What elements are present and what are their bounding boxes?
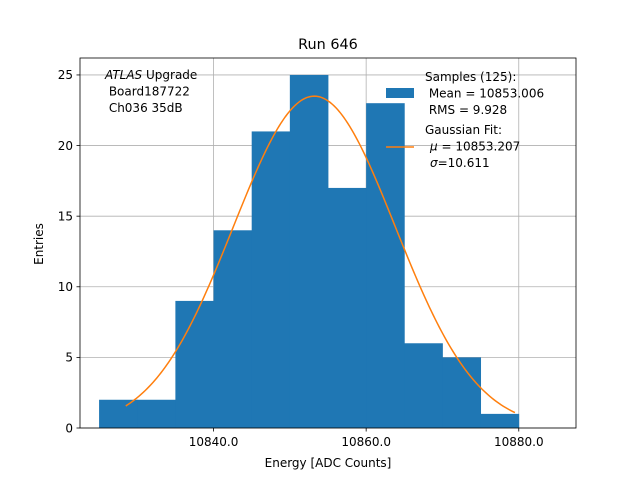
annotation-line: Ch036 35dB (105, 101, 183, 115)
annotation-line: ATLAS Upgrade (104, 68, 197, 82)
annotation-line: Board187722 (105, 85, 190, 99)
legend-fit-text: Gaussian Fit: (425, 123, 502, 137)
fit-curve (125, 95, 516, 414)
histogram-bar (442, 357, 482, 428)
legend-fit-text: μ = 10853.207 (429, 140, 520, 154)
histogram-bar (328, 187, 367, 428)
y-tick-label: 25 (58, 68, 73, 82)
atlas-annotation: ATLAS Upgrade Board187722 Ch036 35dB (104, 68, 197, 115)
x-axis-ticks: 10840.0 10860.0 10880.0 (189, 428, 544, 449)
x-tick-label: 10840.0 (189, 435, 239, 449)
annotation-italic: ATLAS (104, 68, 143, 82)
x-axis-label: Energy [ADC Counts] (265, 456, 392, 470)
y-tick-label: 15 (58, 209, 73, 223)
x-tick-label: 10860.0 (341, 435, 391, 449)
histogram-bar (213, 230, 253, 428)
histogram-bar (99, 399, 138, 428)
x-tick-label: 10880.0 (494, 435, 544, 449)
histogram-bar (404, 343, 443, 428)
y-tick-label: 0 (65, 421, 73, 435)
histogram-bars (99, 74, 520, 428)
plot-frame (79, 57, 577, 429)
y-tick-label: 20 (58, 139, 73, 153)
histogram-bar (251, 131, 291, 428)
y-tick-label: 10 (58, 280, 73, 294)
legend-hist-swatch (386, 88, 414, 98)
histogram-bar (480, 413, 520, 428)
y-tick-label: 5 (65, 351, 73, 365)
legend: Samples (125): Mean = 10853.006 RMS = 9.… (386, 70, 544, 170)
histogram-bar (366, 103, 405, 428)
annotation-text: Ch036 35dB (105, 101, 183, 115)
histogram-bar (289, 74, 329, 428)
gaussian-fit (125, 95, 516, 414)
y-axis-label: Entries (32, 223, 46, 265)
legend-hist-text: Mean = 10853.006 (425, 87, 544, 101)
histogram-bar (175, 300, 214, 428)
chart-title: Run 646 (298, 37, 358, 53)
legend-hist-text: Samples (125): (425, 70, 516, 84)
y-axis-ticks: 0 5 10 15 20 25 (58, 68, 80, 435)
annotation-text: Board187722 (105, 85, 190, 99)
annotation-text: Upgrade (142, 68, 197, 82)
legend-fit-text: σ=10.611 (430, 156, 490, 170)
legend-hist-text: RMS = 9.928 (425, 103, 507, 117)
histogram-bar (137, 399, 176, 428)
